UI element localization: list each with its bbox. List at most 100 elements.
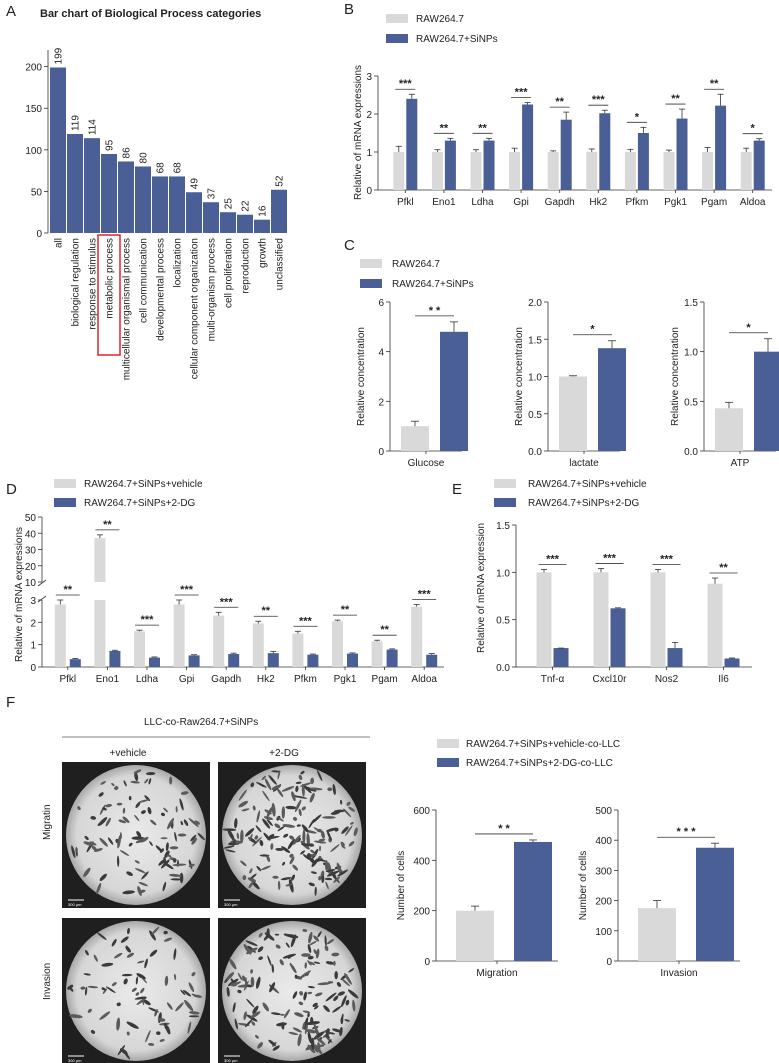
significance-label: ** (719, 562, 728, 574)
cell-mark (256, 782, 267, 788)
bar-Ldha-treated (483, 140, 495, 190)
cell-mark (169, 846, 179, 850)
cell-mark (123, 978, 128, 985)
cell-mark (292, 864, 299, 871)
cell-mark (294, 799, 302, 813)
bar-cellular-component-organization (186, 192, 202, 233)
y-tick-label: 40 (25, 529, 37, 540)
significance-label: *** (660, 553, 674, 565)
cell-mark (234, 817, 238, 829)
stained-cells (67, 926, 203, 1060)
cell-mark (302, 828, 305, 841)
significance-label: * (590, 324, 595, 336)
cell-mark (327, 862, 332, 876)
data-label: 199 (54, 47, 65, 64)
category-label: Il6 (718, 674, 729, 685)
significance-label: * * (429, 305, 441, 317)
panel-letter-a: A (6, 3, 16, 20)
cell-mark (174, 973, 177, 981)
cell-mark (276, 1022, 287, 1027)
cell-mark (169, 776, 173, 785)
cell-mark (276, 787, 284, 798)
bar-Eno1-2dg (109, 650, 121, 667)
cell-mark (315, 992, 323, 997)
cell-mark (268, 775, 277, 785)
cell-mark (326, 830, 332, 841)
cell-mark (240, 829, 244, 844)
cell-mark (288, 879, 294, 893)
y-tick-label: 0 (366, 186, 372, 197)
cell-mark (311, 1037, 315, 1051)
legend-swatch-vehicle (54, 479, 76, 488)
cell-mark (341, 826, 349, 834)
cell-mark (352, 999, 356, 1012)
cell-mark (75, 847, 78, 853)
cell-mark (134, 772, 139, 782)
cell-mark (309, 940, 317, 946)
cell-mark (149, 841, 153, 847)
cell-mark (296, 824, 301, 827)
cell-mark (140, 987, 145, 994)
cell-mark (149, 930, 156, 941)
data-label: 86 (122, 147, 133, 159)
y-tick-label: 1.0 (684, 348, 698, 359)
cell-mark (250, 1011, 261, 1019)
cell-mark (310, 871, 317, 874)
cell-mark (334, 970, 338, 980)
cell-mark (90, 816, 97, 820)
cell-mark (275, 847, 284, 851)
legend-swatch-sinps (360, 279, 382, 288)
highlight-box (97, 234, 121, 356)
cell-mark (246, 998, 255, 1008)
category-label: Aldoa (740, 197, 766, 208)
cell-mark (293, 816, 298, 821)
legend-swatch-raw264 (360, 259, 382, 268)
bar-biological-regulation (67, 134, 83, 233)
y-tick-label: 400 (595, 836, 612, 847)
y-tick-label: 30 (25, 546, 37, 557)
y-axis-label: Relative concentration (670, 327, 681, 426)
category-label: Migration (476, 968, 517, 979)
y-tick-label: 150 (25, 104, 42, 115)
cell-mark (332, 1006, 342, 1013)
cell-mark (188, 1011, 200, 1015)
bar-Pfkm-2dg (307, 654, 319, 667)
cell-mark (325, 881, 329, 890)
cell-mark (340, 841, 345, 847)
legend-swatch-vehicle (494, 479, 516, 488)
cell-mark (188, 1015, 200, 1018)
y-tick-label: 10 (25, 578, 37, 589)
bar-Gapdh-treated (560, 119, 572, 190)
cell-mark (300, 782, 312, 787)
cell-mark (302, 1021, 306, 1030)
y-tick-label: 400 (413, 856, 430, 867)
cell-mark (120, 936, 129, 943)
cell-mark (130, 780, 140, 784)
cell-mark (315, 948, 320, 959)
cell-mark (136, 830, 142, 838)
cell-mark (310, 849, 315, 854)
bar-lactate-treated (598, 348, 626, 451)
category-label: Pfkl (397, 197, 414, 208)
cell-mark (232, 839, 236, 847)
data-label: 80 (139, 152, 150, 164)
cell-mark (310, 777, 315, 784)
data-label: 25 (224, 198, 235, 210)
cell-mark (223, 845, 235, 849)
cell-mark (295, 781, 302, 784)
cell-mark (197, 832, 205, 841)
cell-mark (313, 961, 321, 964)
cell-mark (325, 961, 335, 965)
cell-mark (256, 976, 261, 989)
bar-multicellular-organismal-process (118, 161, 134, 233)
bar-Pgam-vehicle (371, 641, 383, 667)
cell-mark (333, 876, 341, 883)
cell-mark (230, 982, 238, 987)
cell-mark (85, 950, 89, 956)
cell-mark (141, 810, 146, 814)
significance-label: ** (671, 93, 680, 105)
cell-mark (225, 849, 236, 853)
bar-developmental-process (152, 176, 168, 233)
cell-mark (143, 999, 151, 1006)
cell-mark (243, 1011, 247, 1020)
